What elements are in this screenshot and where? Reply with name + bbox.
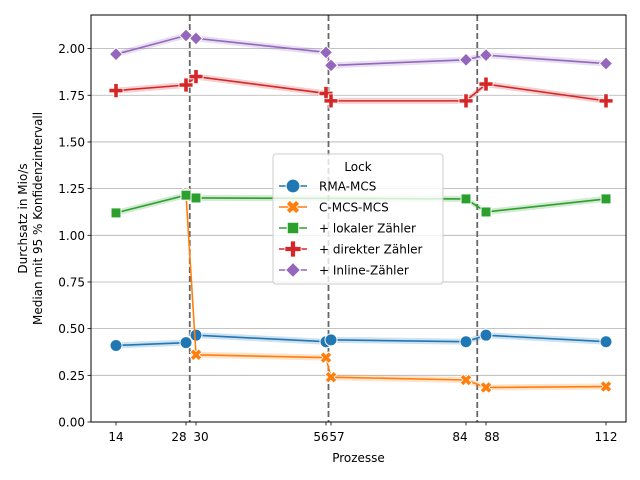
legend-item: + Inline-Zähler (279, 261, 409, 279)
y-tick-label: 1.00 (58, 229, 85, 243)
data-point (324, 370, 338, 384)
legend-item: + direkter Zähler (279, 240, 423, 258)
y-tick-label: 0.00 (58, 416, 85, 430)
plot-frame (90, 14, 627, 423)
data-point (458, 52, 474, 68)
data-point (600, 193, 612, 205)
data-point (188, 31, 204, 46)
y-tick-label: 0.50 (58, 322, 85, 336)
series--direkter-z-hler (108, 69, 614, 109)
data-point (180, 189, 192, 201)
data-point (179, 336, 193, 350)
data-point (285, 178, 301, 194)
confidence-band (116, 32, 606, 69)
x-tick-label: 30 (193, 430, 208, 444)
plot-area (108, 28, 614, 394)
data-point (598, 56, 614, 71)
data-point (190, 192, 202, 204)
data-point (109, 338, 123, 352)
data-point (599, 380, 613, 393)
y-tick-label: 0.75 (58, 275, 85, 289)
x-tick-label: 112 (595, 430, 618, 444)
data-point (285, 199, 301, 215)
x-axis: 14 28 30 56 57 84 88 112 (108, 422, 617, 444)
data-point (598, 93, 614, 109)
data-point (599, 335, 613, 349)
legend-item: C-MCS-MCS (279, 199, 389, 215)
x-tick-label: 84 (452, 430, 467, 444)
data-point (319, 351, 333, 364)
data-point (110, 207, 122, 219)
data-point (284, 240, 302, 258)
confidence-band (116, 73, 606, 104)
x-tick-label: 14 (108, 430, 123, 444)
data-point (189, 328, 203, 342)
data-point (178, 77, 194, 93)
y-axis-label-line1: Durchsatz in Mio/s (16, 163, 30, 273)
legend-label: + direkter Zähler (319, 243, 423, 257)
data-point (459, 373, 473, 387)
data-point (479, 381, 493, 394)
x-axis-label: Prozesse (332, 451, 385, 465)
data-point (323, 93, 339, 109)
legend-title: Lock (344, 160, 371, 174)
data-point (286, 221, 300, 235)
legend-label: + lokaler Zähler (319, 222, 416, 236)
data-point (323, 58, 339, 73)
legend-item: RMA-MCS (279, 178, 376, 194)
x-tick-label: 56 (313, 430, 328, 444)
y-tick-label: 1.50 (58, 135, 85, 149)
data-point (458, 93, 474, 109)
data-point (189, 348, 203, 362)
data-point (478, 76, 494, 92)
data-point (324, 333, 338, 347)
y-axis: 0.00 0.25 0.50 0.75 1.00 1.25 1.50 1.75 2.00 (58, 42, 91, 430)
data-point (188, 69, 204, 85)
y-tick-label: 2.00 (58, 42, 85, 56)
y-tick-label: 1.75 (58, 89, 85, 103)
legend-label: + Inline-Zähler (319, 264, 409, 278)
y-tick-label: 0.25 (58, 369, 85, 383)
y-tick-label: 1.25 (58, 182, 85, 196)
data-point (318, 45, 334, 60)
data-point (460, 193, 472, 205)
data-point (480, 206, 492, 218)
data-point (108, 83, 124, 99)
data-point (479, 328, 493, 342)
legend-item: + lokaler Zähler (279, 222, 416, 236)
x-tick-label: 57 (329, 430, 344, 444)
x-tick-label: 28 (171, 430, 186, 444)
legend: Lock RMA-MCS C-MCS-MCS + lokaler Zähler + di… (272, 153, 444, 285)
y-axis-label-line2: Median mit 95 % Konfidenzintervall (31, 112, 45, 325)
series-rma-mcs (109, 328, 613, 352)
legend-box (272, 153, 444, 285)
series--inline-z-hler (108, 28, 614, 73)
data-point (284, 261, 302, 279)
x-tick-label: 88 (484, 430, 499, 444)
legend-label: RMA-MCS (319, 180, 376, 194)
data-point (478, 47, 494, 63)
data-point (459, 335, 473, 349)
data-point (108, 46, 124, 62)
legend-label: C-MCS-MCS (319, 201, 389, 215)
